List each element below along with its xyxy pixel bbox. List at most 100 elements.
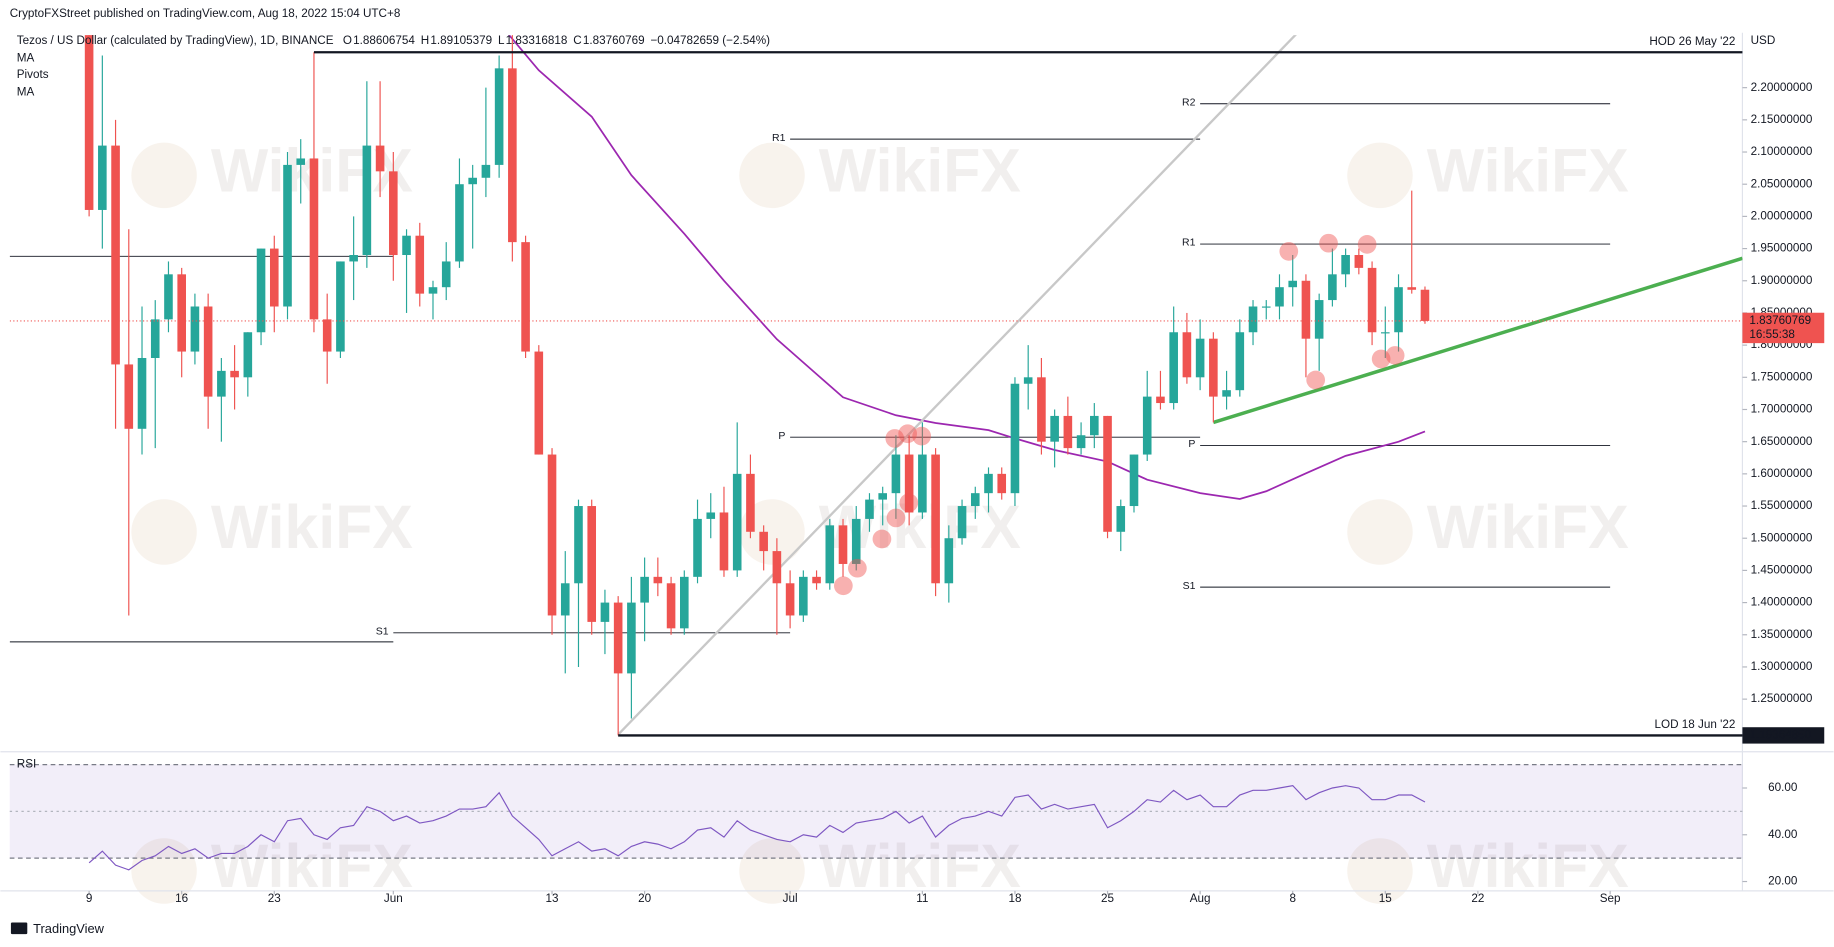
- candle-body: [441, 261, 451, 288]
- watermark-logo: [131, 142, 197, 209]
- y-tick-label: 2.05000000: [1751, 177, 1813, 190]
- annotation-circle: [848, 558, 867, 578]
- candle-body: [1222, 390, 1231, 397]
- candle-body: [190, 306, 200, 352]
- pivot-label: S1: [376, 625, 389, 637]
- watermark: WikiFX: [819, 832, 1021, 900]
- candle-body: [1169, 332, 1178, 404]
- x-tick-label: 25: [1101, 892, 1115, 905]
- annotation-circle: [912, 426, 932, 446]
- annotation-circle: [872, 529, 892, 549]
- pivot-label: R1: [1182, 237, 1196, 249]
- candle-body: [468, 177, 477, 185]
- y-tick-label: 1.55000000: [1751, 499, 1813, 512]
- x-tick-label: 23: [268, 892, 281, 905]
- candle-body: [1235, 332, 1245, 391]
- annotation-circle: [886, 508, 906, 528]
- candle-body: [1129, 454, 1139, 507]
- candle-body: [1367, 267, 1377, 333]
- candle-body: [1341, 255, 1350, 275]
- candle-body: [164, 274, 173, 320]
- candle-body: [1288, 280, 1298, 288]
- candle-body: [1301, 280, 1311, 339]
- pivot-label: P: [1188, 438, 1195, 450]
- candle-body: [203, 306, 213, 397]
- x-tick-label: 15: [1379, 892, 1393, 905]
- x-tick-label: Jun: [384, 892, 403, 905]
- candle-body: [322, 319, 332, 352]
- ohlc-value: 1.89105379: [430, 34, 492, 47]
- candle-body: [256, 248, 266, 333]
- y-tick-label: 1.50000000: [1751, 531, 1813, 544]
- change: −0.04782659 (−2.54%): [650, 34, 770, 47]
- candle-body: [1420, 289, 1430, 321]
- y-tick-label: 1.40000000: [1751, 596, 1813, 609]
- level-label: HOD 26 May '22: [1649, 35, 1735, 48]
- watermark-logo: [1347, 838, 1413, 904]
- header: CryptoFXStreet published on TradingView.…: [10, 7, 1776, 98]
- watermark-logo: [1347, 142, 1413, 209]
- candle-body: [825, 525, 835, 584]
- candle-body: [1407, 287, 1417, 290]
- ohlc-value: 1.83760769: [583, 34, 645, 47]
- candle-body: [640, 576, 649, 603]
- candle-body: [375, 145, 385, 172]
- candle-body: [137, 357, 147, 429]
- candle-body: [415, 235, 425, 294]
- candle-body: [269, 248, 279, 307]
- candle-body: [984, 473, 993, 494]
- candle-body: [1195, 338, 1205, 378]
- candle-body: [217, 370, 226, 397]
- candle-body: [627, 602, 636, 674]
- candle-body: [693, 518, 702, 577]
- candle-body: [587, 506, 597, 622]
- candle-body: [1354, 255, 1364, 268]
- ohlc-label: O: [343, 34, 352, 47]
- ohlc-value: 1.83316818: [506, 34, 568, 47]
- level-label: LOD 18 Jun '22: [1655, 718, 1736, 731]
- rsi-label: RSI: [17, 758, 36, 771]
- y-tick-label: 1.30000000: [1751, 660, 1813, 673]
- rsi-pane: RSI: [9, 758, 1743, 871]
- y-tick-label: 1.65000000: [1751, 435, 1813, 448]
- candle-body: [1248, 306, 1258, 333]
- watermark: WikiFX: [211, 493, 413, 561]
- annotation-circle: [1319, 233, 1338, 253]
- candle-body: [150, 319, 160, 358]
- watermark-logo: [131, 499, 197, 565]
- candle-body: [243, 332, 253, 378]
- symbol-title: Tezos / US Dollar (calculated by Trading…: [17, 34, 334, 47]
- footer: TradingView: [10, 921, 105, 936]
- indicator-name: Pivots: [17, 68, 49, 81]
- candle-body: [455, 184, 464, 262]
- ohlc-label: H: [421, 34, 429, 47]
- annotation-circle: [1279, 242, 1299, 261]
- candle-body: [1314, 300, 1324, 339]
- y-tick-label: 1.60000000: [1751, 467, 1813, 480]
- x-tick-label: 22: [1471, 892, 1484, 905]
- annotation-circle: [1385, 346, 1405, 365]
- y-tick-label: 1.45000000: [1751, 563, 1813, 576]
- trendline: [617, 35, 1297, 736]
- candle-body: [1328, 274, 1337, 301]
- candle-body: [679, 576, 689, 629]
- candle-body: [111, 145, 120, 365]
- candle-body: [719, 512, 729, 571]
- y-tick-label: 2.15000000: [1751, 113, 1813, 126]
- candle-body: [547, 454, 557, 616]
- footer-logo: [10, 922, 28, 935]
- level-badge: [1742, 727, 1825, 744]
- candle-body: [349, 255, 358, 262]
- candle-body: [878, 493, 887, 500]
- candle-body: [1156, 396, 1165, 404]
- x-tick-label: 11: [916, 892, 928, 905]
- annotation-circle: [1371, 349, 1391, 369]
- y-tick-label: 1.75000000: [1751, 370, 1813, 383]
- x-tick-label: 18: [1008, 892, 1021, 905]
- candle-body: [666, 583, 676, 629]
- level-badge-label: 1.19364850: [1749, 729, 1811, 742]
- ohlc-value: 1.88606754: [353, 34, 415, 47]
- candle-body: [904, 454, 914, 513]
- candle-body: [1050, 415, 1059, 442]
